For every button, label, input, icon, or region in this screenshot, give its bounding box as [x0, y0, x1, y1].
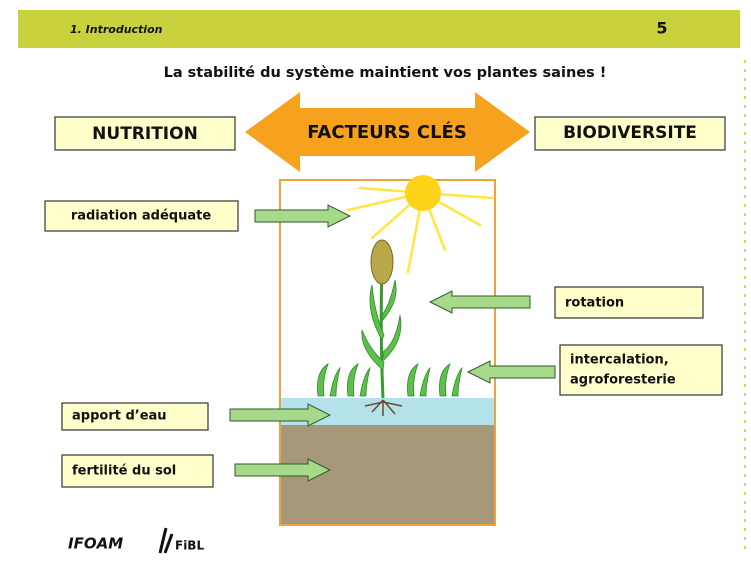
soil-label: fertilité du sol — [72, 464, 176, 479]
slide-title: La stabilité du système maintient vos pl… — [164, 65, 607, 81]
fibl-mark — [160, 528, 172, 553]
banner-right: BIODIVERSITE — [563, 123, 697, 143]
intercalation-label: agroforesterie — [570, 373, 676, 388]
water-label: apport d’eau — [72, 409, 167, 424]
banner-center: FACTEURS CLÉS — [307, 121, 467, 143]
section-label: 1. Introduction — [70, 23, 163, 36]
fibl-logo: FiBL — [175, 539, 204, 553]
page: {"header": {"section": "1. Introduction"… — [0, 0, 751, 561]
intercalation-label: intercalation, — [570, 353, 669, 368]
rotation-label: rotation — [565, 296, 624, 311]
ifoam-logo: IFOAM — [68, 535, 123, 553]
slide: 1. Introduction 5 La stabilité du systèm… — [0, 0, 751, 561]
page-number: 5 — [656, 19, 667, 38]
banner-left: NUTRITION — [92, 124, 198, 144]
radiation-label: radiation adéquate — [71, 209, 212, 224]
